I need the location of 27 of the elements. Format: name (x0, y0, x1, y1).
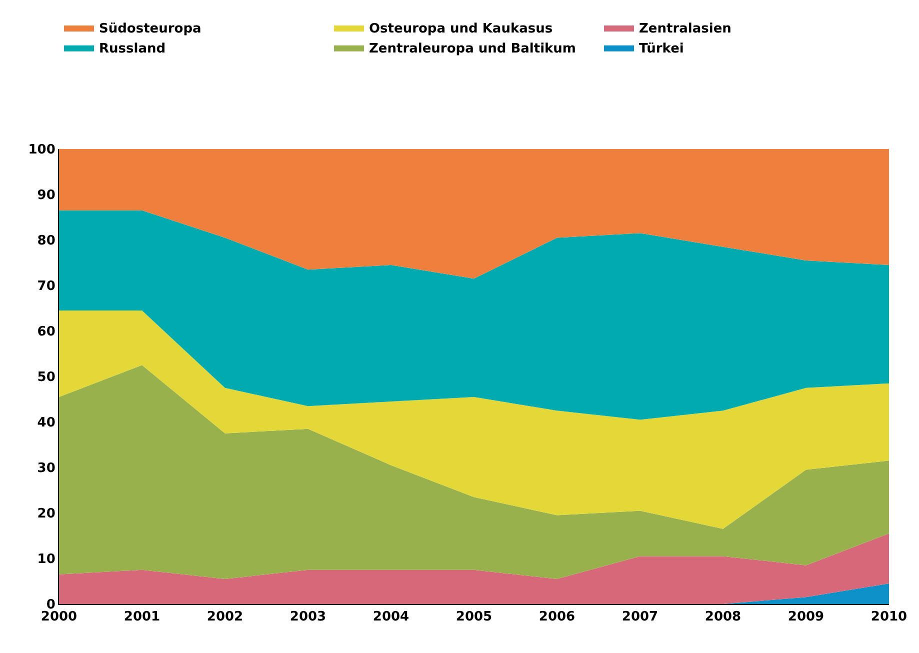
x-tick-label: 2002 (206, 610, 244, 625)
y-tick-label: 90 (37, 188, 56, 204)
legend-label: Russland (99, 41, 166, 56)
x-tick-label: 2003 (290, 610, 326, 625)
y-tick-label: 40 (37, 416, 56, 431)
y-tick-label: 50 (37, 370, 56, 386)
x-tick-label: 2006 (538, 610, 576, 625)
legend-label: Zentralasien (639, 22, 732, 37)
x-tick-label: 2004 (372, 610, 410, 625)
y-tick-label: 30 (37, 461, 56, 476)
legend-label: Südosteuropa (99, 22, 202, 37)
legend-label: Osteuropa und Kaukasus (369, 22, 553, 37)
y-tick-label: 10 (37, 552, 56, 568)
x-tick-label: 2005 (456, 610, 492, 625)
y-tick-label: 80 (37, 234, 56, 249)
legend-label: Türkei (639, 41, 684, 56)
x-tick-label: 2009 (788, 610, 824, 625)
y-tick-label: 20 (37, 506, 56, 522)
x-tick-label: 2001 (124, 610, 160, 625)
y-tick-label: 60 (37, 324, 56, 340)
legend-label: Zentraleuropa und Baltikum (369, 41, 576, 56)
y-tick-label: 100 (28, 142, 56, 158)
x-tick-label: 2010 (870, 610, 908, 625)
x-tick-label: 2008 (704, 610, 742, 625)
y-tick-label: 70 (37, 279, 56, 294)
x-tick-label: 2000 (40, 610, 78, 625)
x-tick-label: 2007 (622, 610, 658, 625)
